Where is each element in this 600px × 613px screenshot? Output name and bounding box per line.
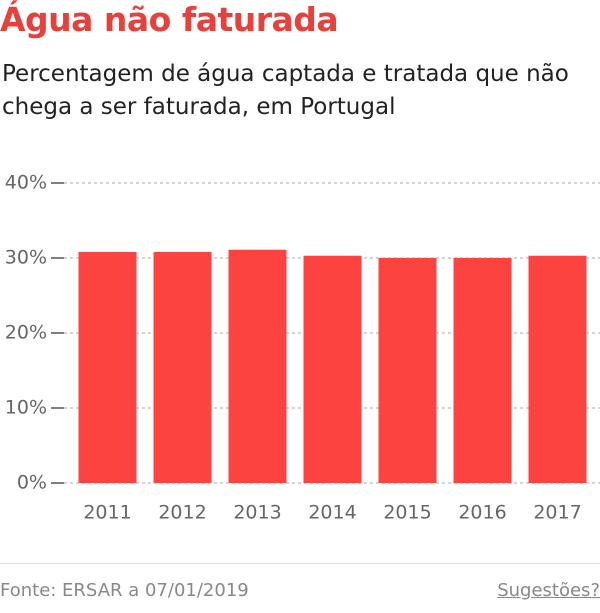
- x-tick-label: 2014: [308, 502, 356, 524]
- x-tick-label: 2016: [458, 502, 506, 524]
- chart: 0% 10% 20% 30% 40% 2011 2012 2013 2014 2015 2016 20…: [5, 172, 600, 524]
- y-tick-label: 20%: [5, 322, 47, 344]
- bar: [78, 252, 137, 483]
- x-tick-label: 2011: [83, 502, 131, 524]
- y-tick-label: 0%: [17, 472, 47, 494]
- bar: [153, 252, 212, 483]
- x-tick-label: 2017: [533, 502, 581, 524]
- source-note: Fonte: ERSAR a 07/01/2019: [0, 580, 249, 601]
- x-tick-label: 2012: [158, 502, 206, 524]
- bar: [378, 258, 437, 483]
- bar: [228, 249, 287, 483]
- x-tick-label: 2013: [233, 502, 281, 524]
- chart-subtitle: Percentagem de água captada e tratada qu…: [2, 61, 569, 120]
- bar: [453, 258, 512, 483]
- x-tick-label: 2015: [383, 502, 431, 524]
- bar: [528, 255, 587, 483]
- footer: Fonte: ERSAR a 07/01/2019 Sugestões?: [0, 563, 600, 613]
- y-tick-label: 40%: [5, 172, 47, 194]
- suggestions-link[interactable]: Sugestões?: [497, 580, 600, 601]
- y-tick-label: 30%: [5, 247, 47, 269]
- y-tick-label: 10%: [5, 397, 47, 419]
- bar: [303, 255, 362, 483]
- chart-title: Água não faturada: [0, 0, 339, 39]
